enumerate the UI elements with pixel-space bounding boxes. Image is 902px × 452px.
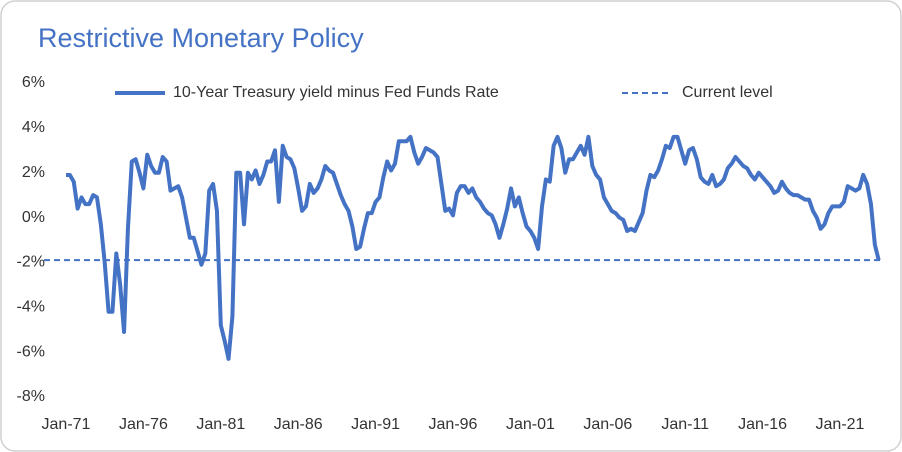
chart-title: Restrictive Monetary Policy [38,23,364,53]
x-tick-label: Jan-86 [274,416,323,433]
y-tick-label: 0% [22,209,45,226]
x-tick-label: Jan-71 [42,416,91,433]
x-tick-label: Jan-96 [429,416,478,433]
data-line [66,134,881,361]
x-tick-label: Jan-01 [506,416,555,433]
y-tick-label: 2% [22,164,45,181]
x-tick-label: Jan-76 [119,416,168,433]
x-tick-label: Jan-91 [351,416,400,433]
legend-label: 10-Year Treasury yield minus Fed Funds R… [173,84,499,101]
y-tick-label: -6% [17,343,45,360]
legend-label: Current level [682,84,773,101]
y-tick-label: 6% [22,74,45,91]
x-tick-label: Jan-21 [816,416,865,433]
x-tick-label: Jan-06 [583,416,632,433]
y-tick-label: -2% [17,254,45,271]
y-tick-label: -4% [17,299,45,316]
x-tick-label: Jan-16 [738,416,787,433]
y-tick-label: 4% [22,119,45,136]
y-tick-label: -8% [17,388,45,405]
x-tick-label: Jan-81 [196,416,245,433]
x-tick-label: Jan-11 [661,416,709,433]
